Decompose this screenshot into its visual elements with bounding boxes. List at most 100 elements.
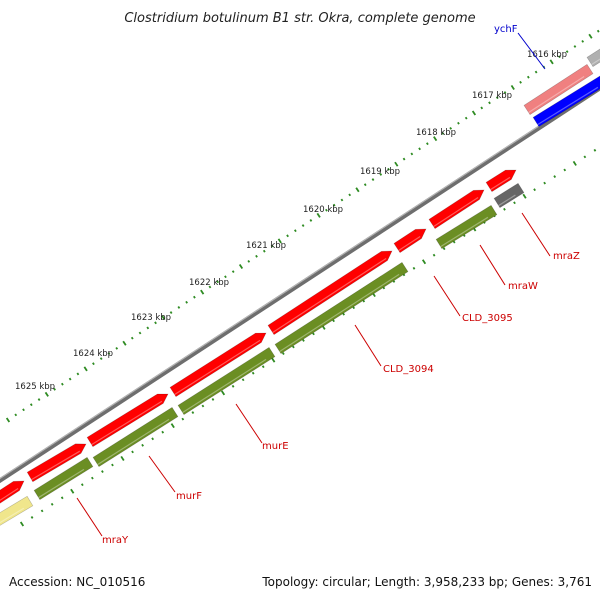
gene-murF [92,406,179,468]
inner-tick [141,443,144,447]
cds-murE [169,332,267,398]
outer-tick [558,55,561,59]
outer-tick [433,136,438,142]
inner-tick [432,253,436,257]
outer-tick [208,285,212,289]
cds-CLD_3094 [267,250,393,336]
gene-ychF [532,75,600,128]
inner-tick [151,437,155,441]
outer-tick [83,366,88,372]
inner-tick [261,365,265,369]
inner-tick [191,411,195,414]
kbp-label: 1616 kbp [527,50,567,60]
outer-tick [37,398,41,401]
outer-tick [519,80,522,84]
outer-tick [503,91,507,94]
outer-tick [122,340,127,346]
gene-mraW [435,204,498,250]
inner-tick [563,168,567,172]
outer-tick [301,224,305,227]
kbp-label: 1620 kbp [303,205,343,215]
inner-tick [241,378,245,382]
outer-tick [99,357,103,361]
inner-tick [412,266,416,270]
outer-tick [224,275,227,279]
inner-tick [170,423,175,429]
kbp-label: 1621 kbp [246,241,286,251]
topology-text: Topology: circular; Length: 3,958,233 bp… [262,575,592,589]
cds-mraW [428,189,485,230]
inner-tick [220,390,226,396]
outer-tick [573,45,577,48]
inner-tick [442,247,446,251]
gene-khaki [0,495,34,526]
outer-tick [238,264,244,270]
outer-tick [14,413,18,417]
kbp-label: 1623 kbp [131,313,171,323]
inner-tick [131,450,134,454]
kbp-label: 1619 kbp [360,167,400,177]
leader-line-murf [148,455,176,493]
outer-tick [231,270,235,274]
outer-tick [316,212,321,218]
inner-tick [593,148,597,152]
outer-tick [247,259,251,263]
outer-tick [193,295,196,299]
cds-mraY [26,443,87,483]
inner-tick [101,470,104,473]
outer-tick [340,198,344,202]
inner-tick [312,332,315,336]
accession-text: Accession: NC_010516 [9,575,146,589]
leader-line-ychf [517,32,546,70]
gene-murE [177,346,276,416]
outer-tick [565,50,569,54]
inner-tick [553,175,557,178]
outer-tick [379,173,383,176]
gene-CLD_3094 [274,261,409,355]
inner-tick [91,476,94,480]
kbp-label: 1622 kbp [189,278,229,288]
leader-line-cld-3094 [354,324,382,367]
outer-tick [426,142,429,146]
leader-line-mray [76,497,103,537]
outer-tick [355,187,360,193]
inner-tick [513,201,516,205]
kbp-label: 1618 kbp [416,128,456,138]
gene-label-ychf: ychF [494,24,518,35]
cds-pink [523,63,594,116]
outer-tick [92,362,95,366]
gene-label-group: ychF mraZ mraW CLD_3095 CLD_3094 murE murF mraY [76,24,580,546]
outer-tick [177,306,181,309]
gene-label-cld-3094: CLD_3094 [383,364,434,375]
outer-tick [449,126,453,130]
genome-backbone-highlight [0,85,600,480]
feature-track [0,48,600,526]
outer-tick [200,289,205,295]
outer-tick [44,391,49,397]
inner-tick [292,345,295,349]
gene-mraY [33,456,94,501]
cds-partial [0,480,25,504]
cds-CLD_3095 [393,228,427,254]
outer-tick [371,178,375,181]
outer-tick [277,238,282,244]
outer-tick [394,161,399,167]
outer-tick [387,167,390,171]
outer-tick [161,315,166,321]
outer-tick [457,121,460,125]
outer-tick [410,152,414,156]
gene-label-murf: murF [176,491,202,502]
outer-tick [154,321,157,325]
inner-tick [452,240,456,244]
outer-tick [495,96,499,100]
inner-tick [271,357,276,363]
gene-label-mraz: mraZ [553,251,580,262]
inner-tick [533,188,536,192]
outer-tick [293,229,297,233]
inner-tick [19,521,25,527]
inner-tick [503,207,506,211]
outer-tick [549,59,554,65]
outer-tick [185,300,188,304]
outer-tick-ring [5,29,600,423]
